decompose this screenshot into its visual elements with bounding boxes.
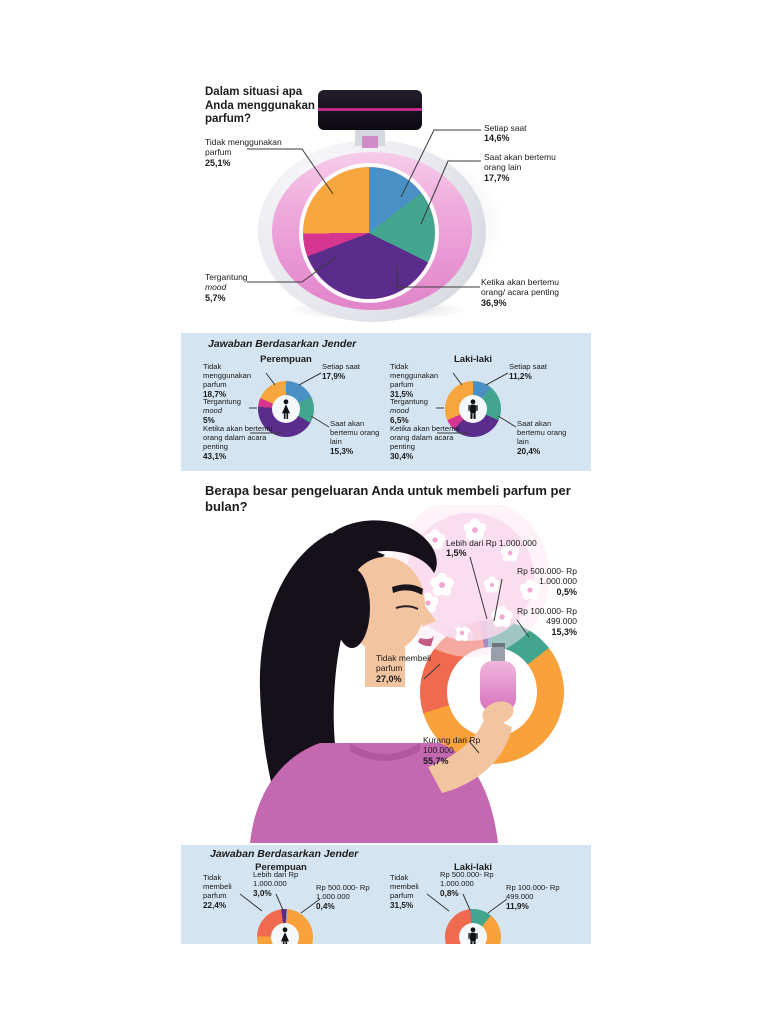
callout-sp-l-rp500: Rp 500.000- Rp 1.000.000 0,8% [440, 870, 494, 898]
gender-usage-header: Jawaban Berdasarkan Jender [208, 338, 357, 350]
gender-spending-header: Jawaban Berdasarkan Jender [210, 848, 359, 860]
callout-sp-p-lebih: Lebih dari Rp 1.000.000 3,0% [253, 870, 299, 898]
usage-perempuan-donut-chart [258, 381, 314, 437]
laki-usage-title: Laki-laki [453, 354, 493, 365]
callout-sp-l-rp100: Rp 100.000- Rp 499.000 11,9% [506, 883, 560, 911]
woman-back-hair [259, 533, 385, 843]
callout-saat-bertemu: Saat akan bertemu orang lain 17,7% [484, 152, 556, 183]
woman-side-hair [334, 568, 370, 648]
gender-usage-band [181, 333, 591, 471]
callout-tidak-membeli: Tidak membeli parfum 27,0% [376, 653, 431, 684]
callout-rp500: Rp 500.000- Rp 1.000.000 0,5% [516, 566, 577, 597]
woman-eyebrow [392, 584, 423, 595]
callout-kurang-dari: Kurang dari Rp 100.000 55,7% [423, 735, 481, 766]
man-icon [468, 926, 478, 944]
spending-question-title: Berapa besar pengeluaran Anda untuk memb… [205, 483, 571, 514]
callout-tidak-pakai: Tidak menggunakan parfum 25,1% [205, 137, 282, 168]
donut-hole [459, 923, 487, 944]
callout-rp100: Rp 100.000- Rp 499.000 15,3% [516, 606, 577, 637]
woman-nose [422, 603, 436, 627]
callout-sp-p-rp500: Rp 500.000- Rp 1.000.000 0,4% [316, 883, 370, 911]
woman-icon [280, 926, 290, 944]
callout-p-penting: Ketika akan bertemu orang dalam acara pe… [203, 424, 273, 461]
spending-laki-donut-chart [445, 909, 501, 944]
callout-tergantung-mood: Tergantung mood 5,7% [205, 272, 248, 303]
donut-hole [272, 395, 300, 423]
donut-hole [447, 647, 537, 737]
callout-sp-p-tidak: Tidak membeli parfum 22,4% [203, 873, 232, 910]
usage-pie-chart [303, 167, 435, 299]
donut-hole [271, 923, 299, 944]
woman-closed-eye [395, 605, 419, 610]
woman-front-hair [330, 520, 437, 573]
callout-l-mood: Tergantung mood 6,5% [390, 397, 428, 425]
callout-p-orang-lain: Saat akan bertemu orang lain 15,3% [330, 419, 380, 456]
donut-hole [459, 395, 487, 423]
callout-sp-l-tidak: Tidak membeli parfum 31,5% [390, 873, 419, 910]
usage-laki-donut-chart [445, 381, 501, 437]
woman-icon [281, 398, 291, 419]
spending-perempuan-donut-chart [257, 909, 313, 944]
woman-lips [418, 636, 434, 647]
perempuan-usage-title: Perempuan [260, 354, 312, 365]
callout-setiap-saat: Setiap saat 14,6% [484, 123, 527, 144]
perfume-bottle-cap [318, 90, 422, 130]
perempuan-spending-title: Perempuan [255, 862, 307, 873]
callout-l-setiap: Setiap saat 11,2% [509, 362, 547, 381]
usage-question-title: Dalam situasi apa Anda menggunakan parfu… [205, 86, 315, 126]
perfume-bottle-sprayer [362, 136, 378, 148]
callout-p-setiap: Setiap saat 17,9% [322, 362, 360, 381]
callout-ketika-penting: Ketika akan bertemu orang/ acara penting… [481, 277, 559, 308]
callout-l-orang-lain: Saat akan bertemu orang lain 20,4% [517, 419, 567, 456]
cap-magenta-stripe [318, 108, 422, 111]
callout-p-mood: Tergantung mood 5% [203, 397, 241, 425]
callout-l-tidak: Tidak menggunakan parfum 31,5% [390, 362, 439, 399]
shirt-neckline [350, 743, 420, 761]
callout-l-penting: Ketika akan bertemu orang dalam acara pe… [390, 424, 460, 461]
man-icon [468, 398, 478, 419]
laki-spending-title: Laki-laki [453, 862, 493, 873]
callout-lebih-dari: Lebih dari Rp 1.000.000 1,5% [446, 538, 537, 559]
woman-face [345, 557, 425, 653]
callout-p-tidak: Tidak menggunakan parfum 18,7% [203, 362, 252, 399]
